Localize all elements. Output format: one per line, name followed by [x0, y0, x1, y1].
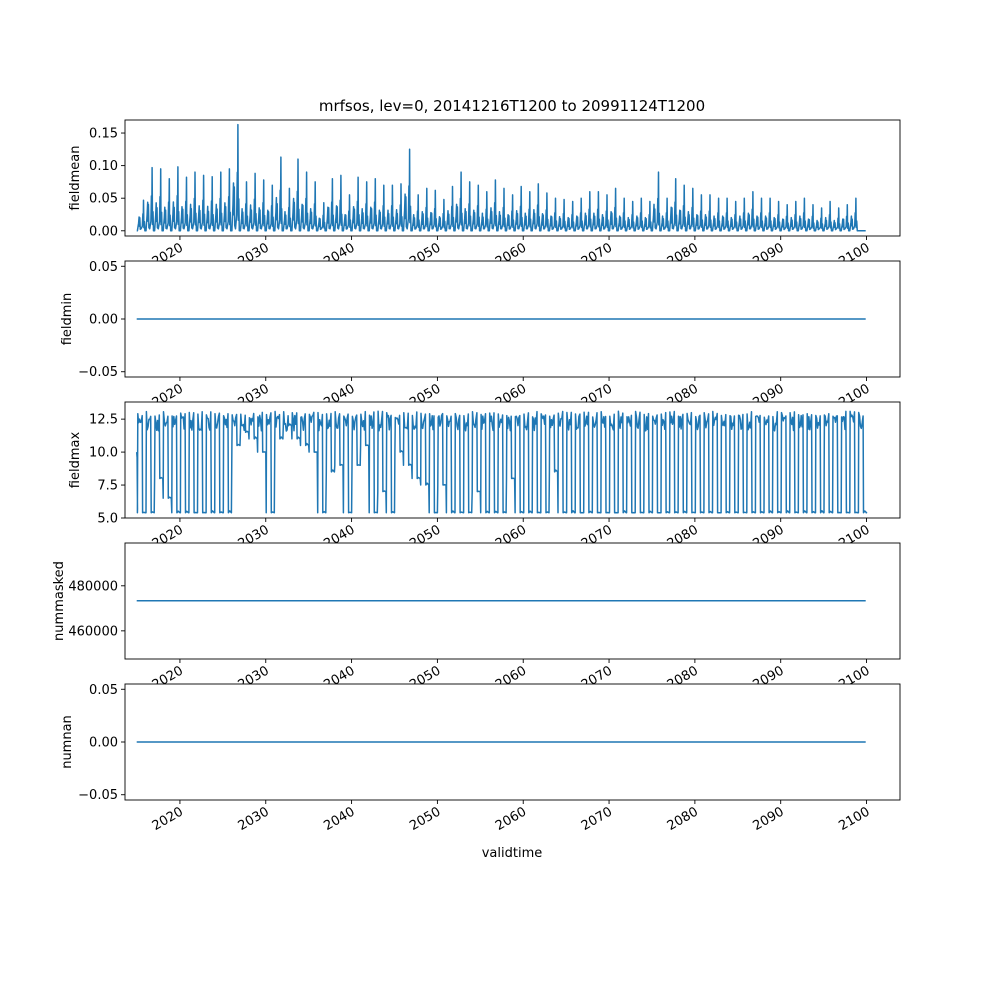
x-tick-label: 2020: [150, 663, 186, 693]
y-axis-label-numnan: numnan: [60, 715, 75, 769]
y-tick-label-fieldmax: 7.5: [97, 479, 118, 494]
x-tick-label: 2040: [321, 804, 357, 834]
y-tick-label-fieldmean: 0.05: [89, 192, 118, 207]
subplot-panels: 0.00 0.05 0.10 0.15 fieldmean 2020 2030 2040 205…: [52, 119, 901, 834]
x-tick-label: 2040: [321, 522, 357, 552]
x-tick-label: 2070: [579, 663, 615, 693]
x-tick-label: 2020: [150, 381, 186, 411]
x-tick-label: 2080: [665, 240, 701, 270]
x-tick-labels-fieldmean: 2020 2030 2040 2050 2060 2070 2080 2090 2100: [150, 240, 873, 270]
subplot-fieldmean: 0.00 0.05 0.10 0.15 fieldmean 2020 2030 2040 205…: [68, 119, 901, 270]
y-tick-label-fieldmin: 0.05: [89, 260, 118, 275]
x-tick-label: 2050: [407, 381, 443, 411]
x-tick-label: 2060: [493, 381, 529, 411]
x-tick-label: 2060: [493, 804, 529, 834]
x-tick-label: 2060: [493, 663, 529, 693]
y-tick-label-fieldmean: 0.15: [89, 127, 118, 142]
x-tick-label: 2070: [579, 240, 615, 270]
x-tick-label: 2080: [665, 804, 701, 834]
y-tick-label-fieldmean: 0.10: [89, 159, 118, 174]
x-axis-label: validtime: [482, 846, 543, 861]
y-tick-label-fieldmin: −0.05: [78, 365, 118, 380]
x-tick-label: 2080: [665, 381, 701, 411]
x-tick-label: 2090: [751, 663, 787, 693]
x-tick-label: 2030: [236, 804, 272, 834]
x-tick-labels-nummasked: 2020 2030 2040 2050 2060 2070 2080 2090 2100: [150, 663, 873, 693]
y-tick-label-fieldmax: 10.0: [89, 446, 118, 461]
x-tick-label: 2020: [150, 522, 186, 552]
x-tick-labels-fieldmin: 2020 2030 2040 2050 2060 2070 2080 2090 2100: [150, 381, 873, 411]
x-tick-label: 2100: [836, 381, 872, 411]
y-tick-label-nummasked: 460000: [68, 624, 118, 639]
y-tick-label-fieldmin: 0.00: [89, 313, 118, 328]
x-tick-label: 2040: [321, 663, 357, 693]
y-tick-label-numnan: 0.00: [89, 736, 118, 751]
y-tick-label-numnan: 0.05: [89, 683, 118, 698]
x-tick-label: 2040: [321, 381, 357, 411]
y-tick-label-fieldmax: 12.5: [89, 413, 118, 428]
axes-frame-fieldmax: [124, 401, 901, 519]
y-tick-label-nummasked: 480000: [68, 579, 118, 594]
axes-frame-nummasked: [124, 542, 901, 660]
chart-title: mrfsos, lev=0, 20141216T1200 to 20991124…: [319, 97, 705, 115]
x-tick-label: 2020: [150, 240, 186, 270]
x-tick-label: 2100: [836, 240, 872, 270]
x-tick-labels-numnan: 2020 2030 2040 2050 2060 2070 2080 2090 2100: [150, 804, 873, 834]
x-tick-label: 2030: [236, 522, 272, 552]
x-tick-label: 2090: [751, 240, 787, 270]
y-tick-label-fieldmean: 0.00: [89, 224, 118, 239]
y-axis-label-nummasked: nummasked: [52, 561, 67, 641]
x-tick-label: 2020: [150, 804, 186, 834]
y-tick-label-fieldmax: 5.0: [97, 512, 118, 527]
x-tick-label: 2080: [665, 663, 701, 693]
x-tick-label: 2090: [751, 381, 787, 411]
x-tick-label: 2070: [579, 381, 615, 411]
series-line-fieldmax: [135, 410, 868, 514]
x-tick-label: 2080: [665, 522, 701, 552]
x-tick-label: 2030: [236, 240, 272, 270]
series-line-fieldmean: [136, 123, 866, 232]
subplot-fieldmin: −0.05 0.00 0.05 fieldmin 2020 2030 2040 2050 206…: [60, 260, 901, 411]
x-tick-label: 2070: [579, 804, 615, 834]
x-tick-label: 2050: [407, 804, 443, 834]
x-tick-labels-fieldmax: 2020 2030 2040 2050 2060 2070 2080 2090 2100: [150, 522, 873, 552]
x-tick-label: 2050: [407, 522, 443, 552]
x-tick-label: 2100: [836, 804, 872, 834]
x-tick-label: 2050: [407, 240, 443, 270]
y-tick-label-numnan: −0.05: [78, 788, 118, 803]
x-tick-label: 2030: [236, 663, 272, 693]
x-tick-label: 2090: [751, 804, 787, 834]
y-axis-label-fieldmean: fieldmean: [68, 146, 83, 211]
x-tick-label: 2100: [836, 522, 872, 552]
x-tick-label: 2100: [836, 663, 872, 693]
x-tick-label: 2060: [493, 240, 529, 270]
x-tick-label: 2090: [751, 522, 787, 552]
x-tick-label: 2070: [579, 522, 615, 552]
y-axis-label-fieldmax: fieldmax: [68, 432, 83, 489]
x-tick-label: 2030: [236, 381, 272, 411]
x-tick-label: 2060: [493, 522, 529, 552]
y-axis-label-fieldmin: fieldmin: [60, 293, 75, 346]
axes-frame-fieldmean: [124, 119, 901, 237]
x-tick-label: 2040: [321, 240, 357, 270]
x-tick-label: 2050: [407, 663, 443, 693]
